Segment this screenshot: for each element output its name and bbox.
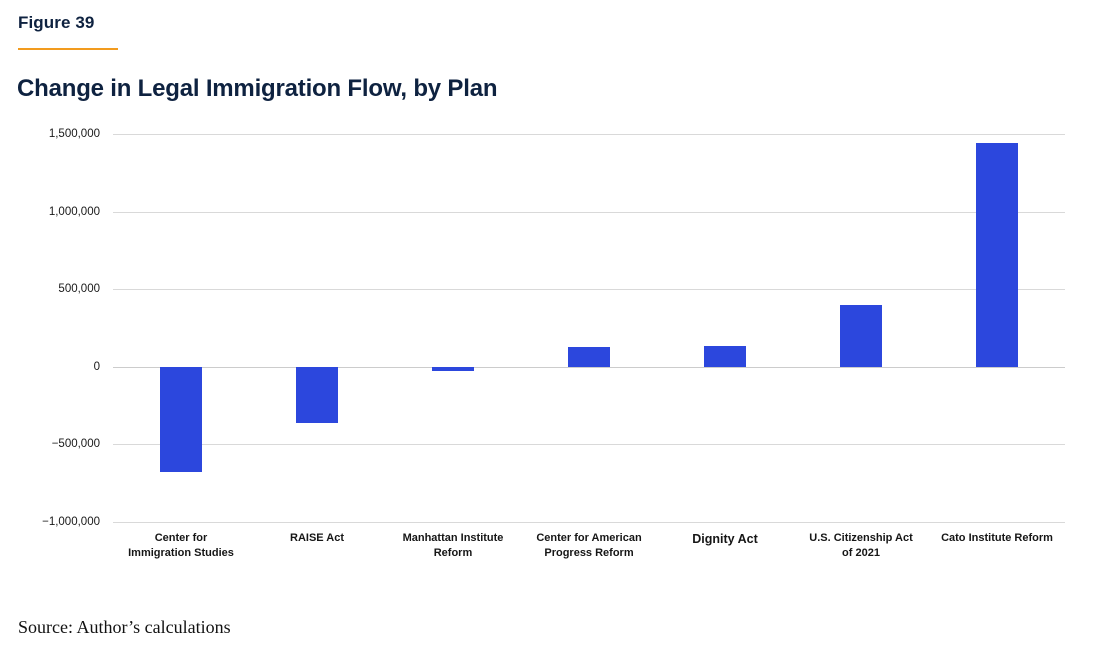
bar-5	[704, 345, 746, 367]
gridline	[113, 444, 1065, 446]
y-tick-label: −500,000	[51, 438, 100, 451]
bar-4	[568, 346, 610, 367]
gridline	[113, 289, 1065, 291]
x-category-label: Center for American Progress Reform	[536, 532, 642, 559]
y-tick-label: 1,500,000	[48, 128, 100, 140]
y-tick-label: −1,000,000	[42, 516, 100, 528]
y-tick-label: 1,000,000	[48, 205, 100, 218]
bar-2	[296, 366, 338, 423]
bar-1	[159, 366, 202, 472]
chart-title: Change in Legal Immigration Flow, by Pla…	[17, 75, 498, 102]
y-axis: 1,500,000 1,000,000 500,000 0 −500,000 −1,000…	[0, 128, 100, 528]
zero-gridline	[113, 366, 1065, 368]
gridline	[113, 211, 1065, 213]
gridline	[113, 522, 1065, 523]
bar-6	[840, 304, 882, 367]
figure-label: Figure 39	[18, 13, 95, 32]
y-tick-label: 0	[93, 360, 100, 373]
bar-7	[976, 143, 1018, 367]
x-category-label: Dignity Act	[692, 532, 758, 546]
x-category-label: Cato Institute Reform	[941, 532, 1053, 544]
bar-3	[432, 366, 474, 371]
plot-area	[113, 134, 1065, 523]
gridline	[113, 134, 1065, 135]
source-note: Source: Author’s calculations	[18, 617, 231, 637]
x-category-label: RAISE Act	[290, 532, 344, 544]
x-category-label: Center for Immigration Studies	[128, 532, 234, 559]
x-axis-labels: Center for Immigration Studies RAISE Act M…	[113, 531, 1065, 561]
accent-rule	[18, 48, 118, 50]
x-category-label: Manhattan Institute Reform	[402, 532, 504, 559]
x-category-label: U.S. Citizenship Act of 2021	[809, 532, 913, 559]
y-tick-label: 500,000	[58, 283, 100, 296]
